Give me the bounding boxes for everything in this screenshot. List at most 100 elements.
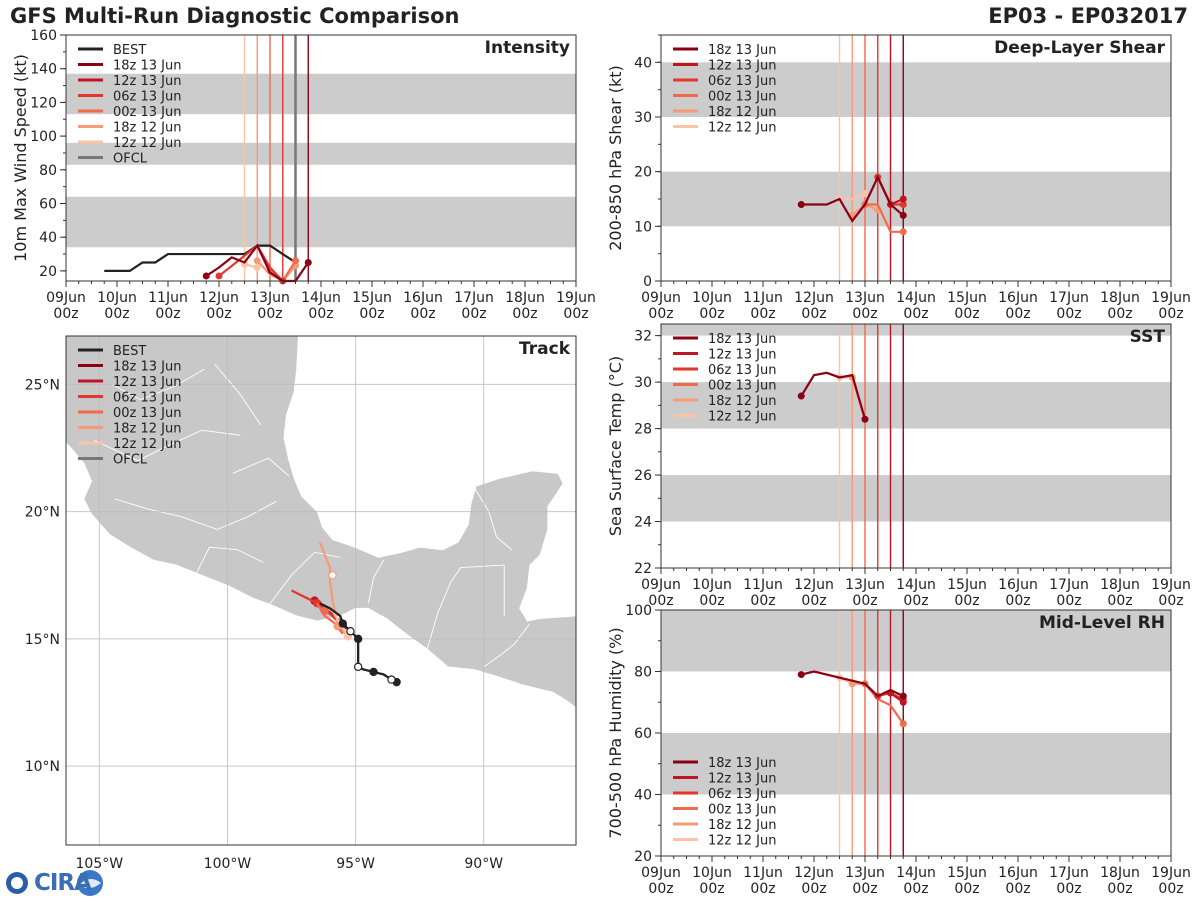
legend-label: 06z 13 Jun — [113, 90, 182, 105]
legend-label: 12z 12 Jun — [113, 437, 182, 452]
series-point — [292, 257, 299, 265]
y-tick-label: 60 — [39, 196, 57, 212]
y-tick-label: 80 — [39, 163, 57, 179]
series-line — [104, 244, 297, 272]
x-tick-label: 00z — [359, 306, 384, 322]
legend-label: 18z 12 Jun — [708, 105, 777, 120]
legend-label: 12z 13 Jun — [113, 375, 182, 390]
x-tick-label: 09Jun — [641, 577, 681, 593]
track-position-marker — [338, 619, 347, 628]
legend-label: OFCL — [113, 453, 148, 468]
series-point — [253, 257, 261, 265]
series-point — [215, 272, 223, 280]
panel-rh: 2040608010009Jun00z10Jun00z11Jun00z12Jun… — [606, 603, 1191, 897]
x-tick-label: 00z — [648, 306, 673, 322]
x-tick-label: 00z — [1005, 593, 1030, 609]
x-tick-label: 15Jun — [352, 290, 392, 306]
x-tick-label: 16Jun — [998, 865, 1038, 881]
legend-label: 00z 13 Jun — [113, 105, 182, 120]
legend-label: 12z 13 Jun — [708, 772, 777, 787]
y-tick-label: 40 — [634, 788, 652, 804]
series-line — [864, 683, 905, 725]
track-position-marker — [328, 571, 337, 580]
legend-label: 12z 13 Jun — [113, 74, 182, 89]
x-tick-label: 00z — [206, 306, 231, 322]
series-point — [797, 671, 805, 679]
x-tick-label: 13Jun — [250, 290, 290, 306]
x-tick-label: 19Jun — [556, 290, 596, 306]
legend-label: 06z 13 Jun — [708, 787, 777, 802]
x-tick-label: 19Jun — [1151, 865, 1191, 881]
state-border — [473, 485, 513, 551]
x-tick-label: 10Jun — [97, 290, 137, 306]
x-tick-label: 11Jun — [743, 290, 783, 306]
y-tick-label: 0 — [643, 274, 652, 290]
x-tick-label: 00z — [563, 306, 588, 322]
series-line — [218, 243, 284, 282]
shaded-band — [66, 196, 576, 248]
y-axis-label: Sea Surface Temp (°C) — [606, 356, 625, 536]
cira-logo-graphic — [6, 870, 103, 896]
x-tick-label: 16Jun — [403, 290, 443, 306]
x-tick-label: 09Jun — [641, 290, 681, 306]
x-tick-label: 00z — [1056, 593, 1081, 609]
track-position-marker — [369, 667, 378, 677]
y-tick-label: 140 — [30, 62, 57, 78]
x-tick-label: 12Jun — [794, 865, 834, 881]
x-tick-label: 14Jun — [896, 577, 936, 593]
land-mass — [66, 336, 576, 709]
x-tick-label: 13Jun — [845, 290, 885, 306]
shaded-band — [661, 610, 1171, 672]
x-tick-label: 00z — [954, 306, 979, 322]
panel-title: Track — [519, 339, 571, 359]
y-tick-label: 100 — [625, 603, 652, 619]
x-tick-label: 00z — [699, 306, 724, 322]
shaded-band — [661, 475, 1171, 522]
series-point — [861, 415, 869, 423]
x-tick-label: 13Jun — [845, 865, 885, 881]
x-tick-label: 00z — [104, 306, 129, 322]
legend-label: 00z 13 Jun — [113, 406, 182, 421]
series-point — [861, 190, 869, 198]
track-position-marker — [353, 634, 363, 644]
x-tick-label: 00z — [801, 881, 826, 897]
panel-shear: 01020304009Jun00z10Jun00z11Jun00z12Jun00… — [606, 34, 1191, 322]
legend-label: 06z 13 Jun — [113, 391, 182, 406]
series-point — [899, 211, 907, 219]
x-tick-label: 12Jun — [199, 290, 239, 306]
series-point — [899, 195, 907, 203]
x-tick-label: 10Jun — [692, 865, 732, 881]
x-tick-label: 09Jun — [641, 865, 681, 881]
x-tick-label: 00z — [801, 306, 826, 322]
x-tick-label: 00z — [852, 881, 877, 897]
state-border — [114, 498, 277, 530]
panel-sst: 22242628303209Jun00z10Jun00z11Jun00z12Ju… — [606, 323, 1191, 609]
x-tick-label: 00z — [1158, 306, 1183, 322]
legend-label: 12z 12 Jun — [708, 834, 777, 849]
x-tick-label: 00z — [1005, 881, 1030, 897]
x-tick-label: 15Jun — [947, 865, 987, 881]
x-tick-label: 00z — [954, 881, 979, 897]
y-tick-label: 60 — [634, 726, 652, 742]
y-tick-label: 20 — [634, 849, 652, 865]
legend-label: 06z 13 Jun — [708, 363, 777, 378]
state-border — [232, 457, 290, 477]
shaded-band — [661, 324, 1171, 336]
storm-id: EP03 - EP032017 — [988, 4, 1188, 28]
shaded-band — [66, 73, 576, 115]
x-tick-label: 17Jun — [1049, 577, 1089, 593]
cira-logo-text: CIRA — [34, 870, 92, 896]
y-axis-label: 200-850 hPa Shear (kt) — [606, 65, 625, 251]
x-tick-label: 00z — [1107, 881, 1132, 897]
cira-logo: CIRA — [4, 868, 110, 898]
x-tick-label: 17Jun — [1049, 290, 1089, 306]
legend-label: 00z 13 Jun — [708, 90, 777, 105]
x-tick-label: 00z — [1158, 593, 1183, 609]
legend-label: 18z 13 Jun — [113, 59, 182, 74]
panel-title: SST — [1130, 327, 1166, 347]
x-tick-label: 00z — [155, 306, 180, 322]
legend-label: 18z 12 Jun — [113, 121, 182, 136]
series-line — [800, 670, 904, 698]
legend-label: 12z 13 Jun — [708, 348, 777, 363]
figure-title: GFS Multi-Run Diagnostic Comparison — [10, 4, 460, 28]
